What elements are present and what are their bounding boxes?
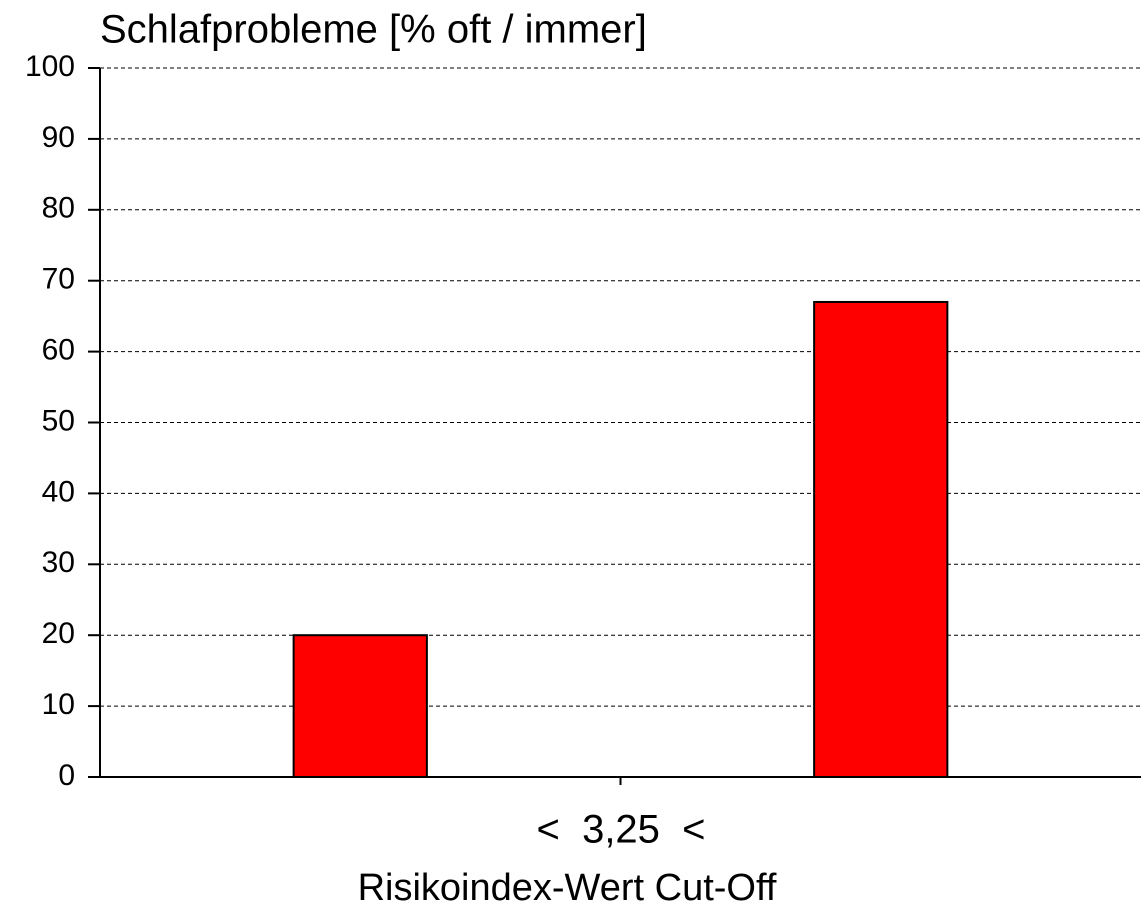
bar [292,634,428,779]
y-tick-label: 80 [42,192,75,225]
y-tick-label: 100 [25,50,75,83]
y-tick-label: 30 [42,546,75,579]
chart-title: Schlafprobleme [% oft / immer] [100,8,647,52]
x-axis-label: Risikoindex-Wert Cut-Off [358,867,777,909]
y-tick-label: 90 [42,121,75,154]
y-tick-label: 0 [58,759,75,792]
y-tick-label: 70 [42,263,75,296]
y-tick-label: 50 [42,404,75,437]
y-tick-label: 20 [42,617,75,650]
bar [813,300,949,778]
y-tick-label: 10 [42,688,75,721]
y-tick-label: 60 [42,334,75,367]
y-tick-label: 40 [42,475,75,508]
x-annotation: < 3,25 < [536,808,705,852]
